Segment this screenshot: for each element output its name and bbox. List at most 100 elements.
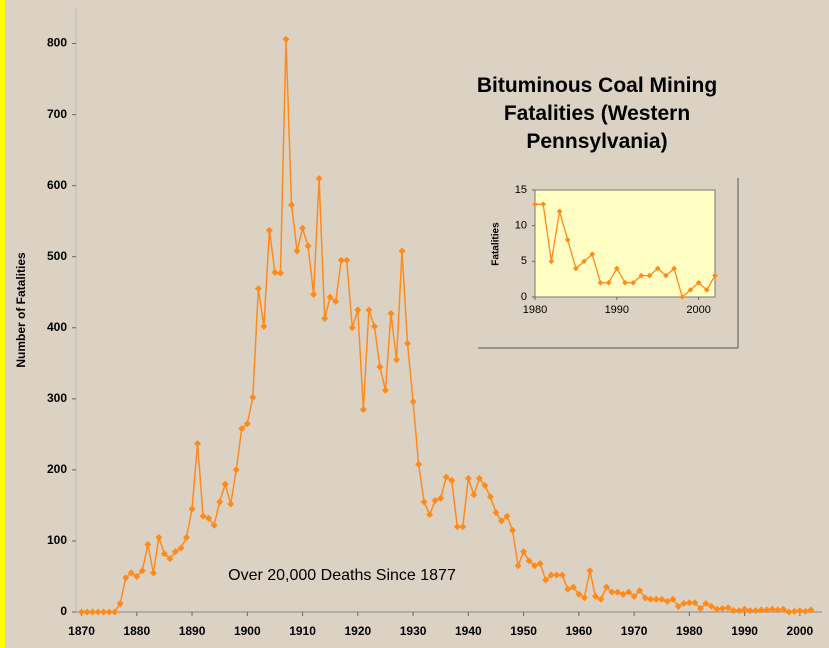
x-tick-label: 1990 — [731, 624, 758, 638]
marker — [398, 247, 406, 255]
marker — [638, 272, 645, 279]
marker — [194, 440, 202, 448]
marker — [614, 265, 620, 272]
inset-plot — [534, 189, 716, 298]
marker — [663, 597, 671, 605]
y-tick-label: 0 — [521, 291, 527, 303]
marker — [719, 604, 727, 612]
x-tick-label: 1930 — [400, 624, 427, 638]
inset-y-label: Fatalities — [491, 222, 502, 266]
marker — [663, 272, 669, 279]
y-tick-label: 100 — [47, 533, 67, 547]
marker — [680, 599, 688, 607]
marker — [580, 594, 588, 602]
marker — [321, 315, 329, 323]
y-tick-label: 200 — [47, 462, 67, 476]
marker — [404, 339, 412, 347]
x-tick-label: 1910 — [289, 624, 316, 638]
x-tick-label: 1990 — [605, 304, 629, 316]
marker — [376, 363, 384, 371]
marker — [622, 279, 628, 286]
x-tick-label: 1960 — [566, 624, 593, 638]
marker — [205, 514, 213, 522]
marker — [669, 595, 677, 603]
marker — [238, 425, 246, 433]
marker — [232, 466, 240, 474]
marker — [752, 607, 760, 615]
marker — [779, 605, 787, 613]
marker — [492, 509, 500, 517]
marker — [381, 386, 389, 394]
marker — [210, 521, 218, 529]
y-tick-label: 0 — [60, 604, 67, 618]
y-tick-label: 300 — [47, 391, 67, 405]
marker — [790, 607, 798, 615]
marker — [605, 279, 612, 286]
marker — [586, 567, 594, 575]
marker — [448, 477, 456, 485]
marker — [293, 247, 301, 255]
marker — [116, 599, 124, 607]
marker — [359, 405, 367, 413]
marker — [83, 608, 91, 616]
marker — [464, 474, 472, 482]
x-tick-label: 1980 — [676, 624, 703, 638]
marker — [370, 322, 378, 330]
marker — [691, 599, 699, 607]
marker — [183, 533, 191, 541]
marker — [243, 420, 251, 428]
marker — [646, 272, 653, 279]
marker — [671, 265, 677, 272]
marker — [807, 606, 815, 614]
marker — [127, 569, 135, 577]
marker — [199, 512, 207, 520]
y-axis-label: Number of Fatalities — [14, 252, 28, 368]
marker — [155, 533, 163, 541]
marker — [548, 258, 555, 265]
x-tick-label: 1950 — [510, 624, 537, 638]
marker — [704, 287, 710, 293]
x-tick-label: 1870 — [68, 624, 95, 638]
marker — [437, 494, 445, 502]
marker — [509, 526, 517, 534]
marker — [415, 460, 423, 468]
marker — [602, 583, 610, 591]
marker — [78, 608, 86, 616]
marker — [553, 571, 561, 579]
marker — [591, 592, 599, 600]
marker — [597, 595, 605, 603]
marker — [459, 523, 467, 531]
x-tick-label: 1940 — [455, 624, 482, 638]
x-tick-label: 1900 — [234, 624, 261, 638]
marker — [540, 201, 546, 208]
marker — [619, 590, 627, 598]
marker — [712, 272, 718, 279]
marker — [614, 588, 622, 596]
marker — [133, 572, 141, 580]
marker — [724, 604, 732, 612]
marker — [641, 594, 649, 602]
marker — [249, 393, 257, 401]
marker — [420, 498, 428, 506]
marker — [271, 268, 279, 276]
y-tick-label: 700 — [47, 107, 67, 121]
marker — [730, 607, 738, 615]
marker — [503, 512, 511, 520]
marker — [564, 585, 572, 593]
marker — [481, 482, 489, 490]
marker — [354, 306, 362, 314]
marker — [177, 544, 185, 552]
marker — [575, 590, 583, 598]
y-tick-label: 500 — [47, 249, 67, 263]
marker — [514, 562, 522, 570]
marker — [260, 322, 268, 330]
marker — [695, 279, 702, 286]
marker — [149, 569, 157, 577]
marker — [105, 608, 113, 616]
marker — [409, 398, 417, 406]
marker — [768, 605, 776, 613]
marker — [227, 500, 235, 508]
marker — [536, 560, 544, 568]
